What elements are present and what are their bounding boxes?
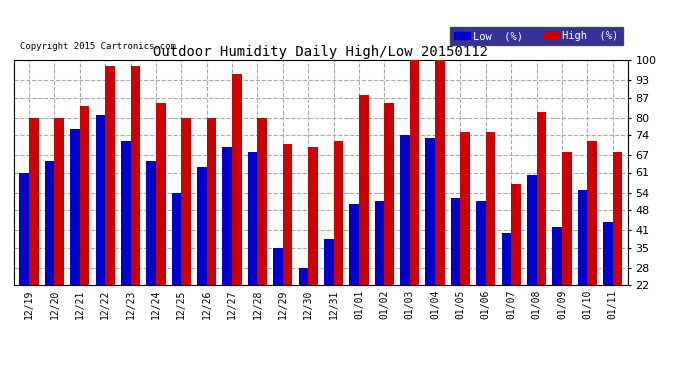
Bar xyxy=(603,222,613,285)
Bar xyxy=(359,94,368,285)
Bar xyxy=(613,152,622,285)
Bar xyxy=(95,115,105,285)
Bar xyxy=(578,190,587,285)
Bar xyxy=(181,118,191,285)
Bar xyxy=(502,233,511,285)
Bar xyxy=(248,152,257,285)
Bar xyxy=(400,135,410,285)
Bar xyxy=(273,248,283,285)
Bar xyxy=(130,66,140,285)
Bar xyxy=(333,141,343,285)
Bar xyxy=(172,193,181,285)
Bar xyxy=(55,118,64,285)
Bar xyxy=(105,66,115,285)
Bar xyxy=(375,201,384,285)
Bar xyxy=(197,167,207,285)
Bar xyxy=(45,161,55,285)
Title: Outdoor Humidity Daily High/Low 20150112: Outdoor Humidity Daily High/Low 20150112 xyxy=(153,45,489,59)
Bar xyxy=(283,144,293,285)
Bar xyxy=(222,147,232,285)
Bar xyxy=(527,176,537,285)
Bar xyxy=(349,204,359,285)
Bar xyxy=(156,103,166,285)
Bar xyxy=(146,161,156,285)
Bar xyxy=(384,103,394,285)
Bar xyxy=(552,227,562,285)
Bar xyxy=(451,198,460,285)
Bar xyxy=(426,138,435,285)
Text: Copyright 2015 Cartronics.com: Copyright 2015 Cartronics.com xyxy=(20,42,176,51)
Bar xyxy=(410,60,420,285)
Bar xyxy=(460,132,470,285)
Bar xyxy=(80,106,90,285)
Bar xyxy=(232,74,241,285)
Bar xyxy=(435,60,444,285)
Bar xyxy=(257,118,267,285)
Bar xyxy=(308,147,318,285)
Bar xyxy=(476,201,486,285)
Bar xyxy=(29,118,39,285)
Bar xyxy=(324,239,333,285)
Bar xyxy=(511,184,521,285)
Bar xyxy=(486,132,495,285)
Bar xyxy=(562,152,571,285)
Bar xyxy=(587,141,597,285)
Bar xyxy=(207,118,216,285)
Bar xyxy=(299,268,308,285)
Bar xyxy=(19,172,29,285)
Bar xyxy=(537,112,546,285)
Bar xyxy=(70,129,80,285)
Legend: Low  (%), High  (%): Low (%), High (%) xyxy=(450,27,622,45)
Bar xyxy=(121,141,130,285)
